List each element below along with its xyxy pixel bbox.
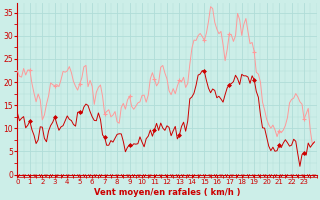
X-axis label: Vent moyen/en rafales ( km/h ): Vent moyen/en rafales ( km/h )	[94, 188, 240, 197]
